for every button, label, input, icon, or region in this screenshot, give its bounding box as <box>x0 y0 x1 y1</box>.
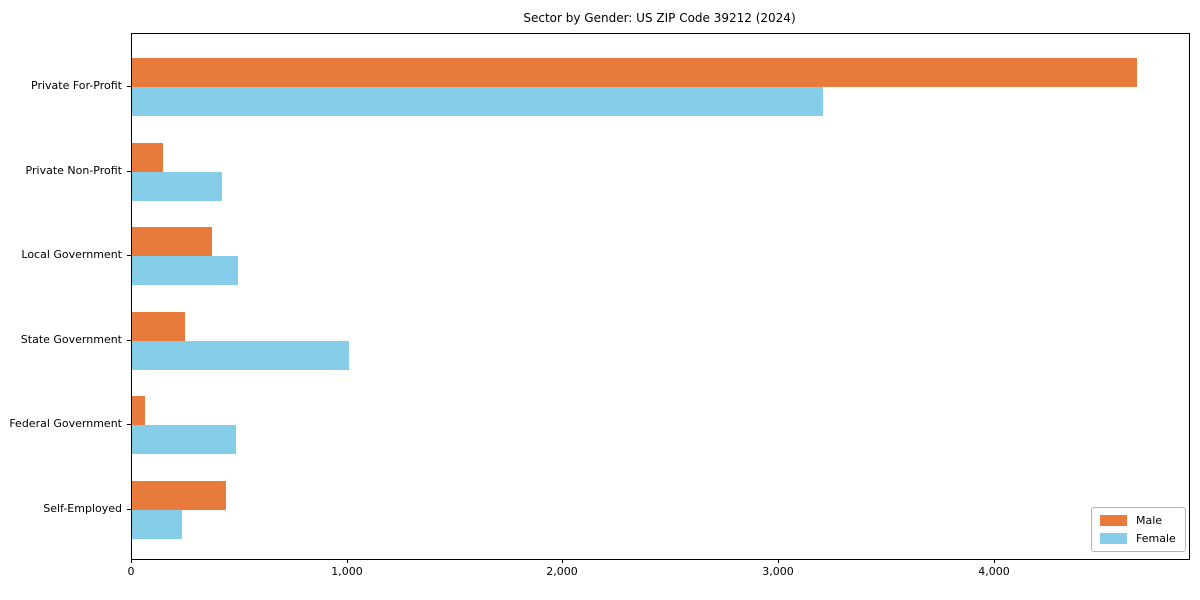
y-tick-mark <box>127 339 131 341</box>
x-tick-label-3000: 3,000 <box>762 565 794 578</box>
y-tick-mark <box>127 86 131 87</box>
legend-entry-female: Female <box>1100 532 1176 545</box>
x-tick-mark <box>562 559 563 563</box>
y-tick-label-private-non-profit: Private Non-Profit <box>25 163 122 177</box>
y-tick-label-self-employed: Self-Employed <box>43 502 122 515</box>
bar-female-state-government <box>132 340 349 370</box>
x-tick-mark <box>131 559 132 563</box>
legend: Male Female <box>1091 507 1186 552</box>
bar-female-local-government <box>132 256 238 286</box>
bar-male-self-employed <box>132 481 226 510</box>
y-tick-label-local-government: Local Government <box>21 248 122 262</box>
legend-swatch-female <box>1100 533 1127 544</box>
y-tick-mark <box>127 170 131 172</box>
bar-female-private-non-profit <box>132 171 222 201</box>
y-tick-label-federal-government: Federal Government <box>9 417 122 431</box>
legend-label-male: Male <box>1136 514 1163 527</box>
x-tick-label-0: 0 <box>127 565 135 578</box>
chart-title: Sector by Gender: US ZIP Code 39212 (202… <box>523 11 796 25</box>
x-tick-label-2000: 2,000 <box>546 565 578 578</box>
bar-female-private-for-profit <box>132 87 823 116</box>
x-tick-label-4000: 4,000 <box>978 565 1010 578</box>
x-tick-label-1000: 1,000 <box>331 565 363 578</box>
bar-female-self-employed <box>132 510 182 539</box>
x-tick-mark <box>347 559 348 563</box>
legend-entry-male: Male <box>1100 514 1176 527</box>
bar-male-state-government <box>132 311 185 341</box>
plot-area <box>131 33 1190 560</box>
bar-male-private-for-profit <box>132 58 1137 87</box>
x-tick-mark <box>778 559 779 563</box>
y-tick-label-state-government: State Government <box>20 332 122 346</box>
legend-label-female: Female <box>1136 532 1176 545</box>
bar-male-private-non-profit <box>132 142 163 172</box>
y-tick-mark <box>127 255 131 257</box>
x-tick-mark <box>994 559 995 563</box>
bar-female-federal-government <box>132 425 236 455</box>
y-tick-label-private-for-profit: Private For-Profit <box>31 79 122 92</box>
y-tick-mark <box>127 509 131 510</box>
y-tick-mark <box>127 424 131 426</box>
bar-male-local-government <box>132 227 212 257</box>
bar-male-federal-government <box>132 396 145 426</box>
legend-swatch-male <box>1100 515 1127 526</box>
